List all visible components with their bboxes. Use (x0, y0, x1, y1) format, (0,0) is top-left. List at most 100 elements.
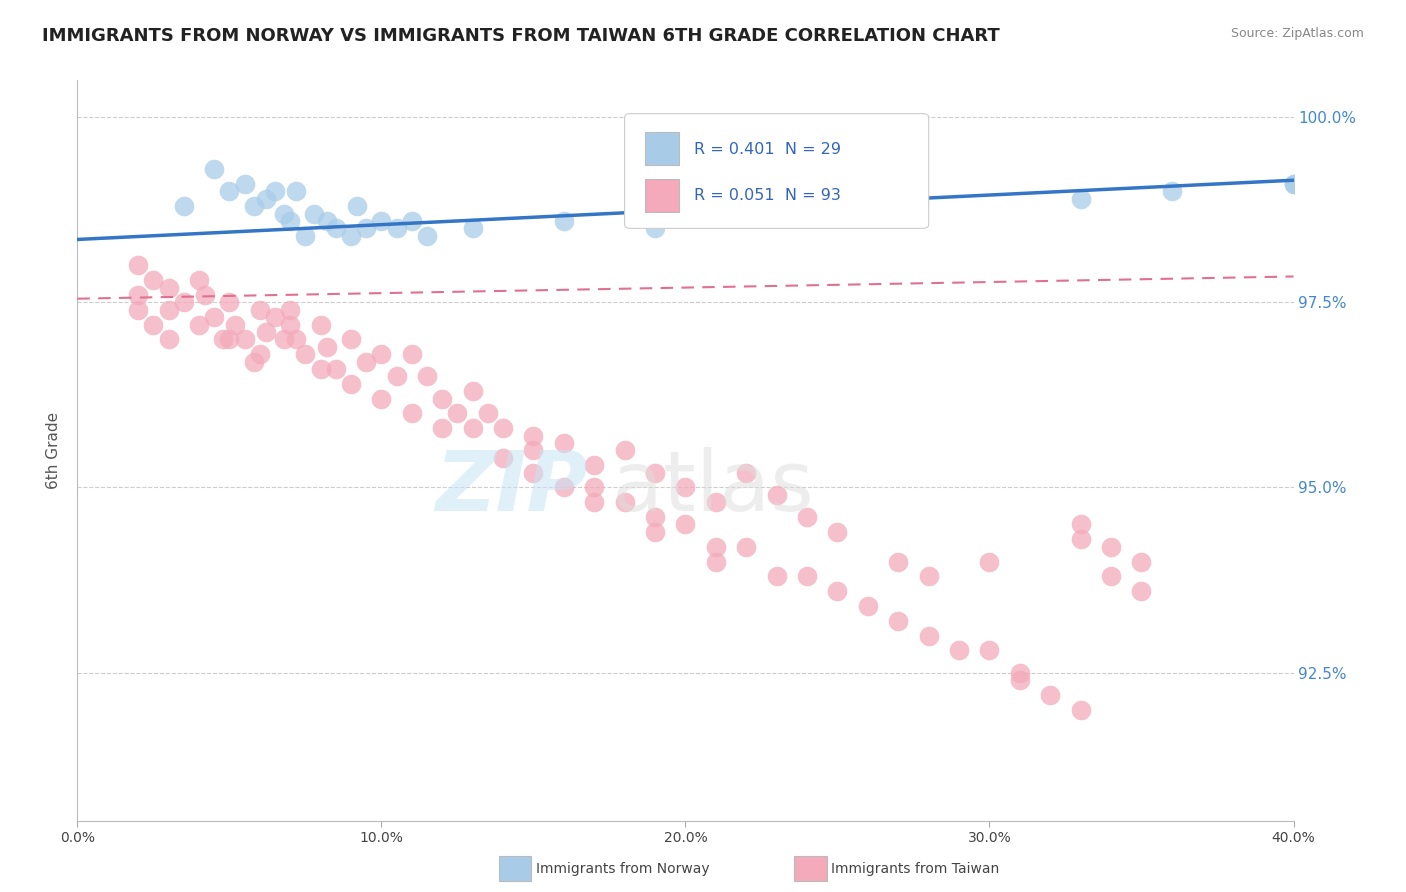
Point (218, 295, 240, 310)
Point (264, 184, 287, 198)
Point (264, 310, 287, 325)
Point (218, 332, 240, 346)
Point (233, 177, 256, 191)
Point (887, 614, 910, 628)
Point (553, 214, 575, 228)
Point (346, 199, 368, 213)
Point (294, 347, 316, 361)
Point (273, 206, 295, 220)
Point (340, 332, 363, 346)
Point (285, 332, 308, 346)
Point (765, 569, 787, 583)
Point (401, 407, 423, 421)
Point (583, 495, 606, 509)
Point (1039, 688, 1062, 702)
Point (430, 392, 453, 406)
Point (644, 221, 666, 235)
Point (827, 584, 849, 599)
Point (157, 280, 180, 294)
Point (1282, 177, 1305, 191)
Point (461, 384, 484, 399)
Point (202, 162, 225, 177)
Point (675, 517, 697, 532)
Point (273, 332, 295, 346)
Point (765, 488, 787, 502)
Point (675, 481, 697, 495)
Point (309, 318, 332, 332)
Bar (645, 132, 679, 165)
Point (212, 332, 235, 346)
Point (522, 466, 544, 480)
Point (1099, 569, 1122, 583)
Point (354, 354, 377, 368)
Point (218, 184, 240, 198)
Point (370, 214, 392, 228)
Point (522, 428, 544, 442)
Point (948, 643, 970, 657)
Point (401, 214, 423, 228)
Point (127, 302, 149, 317)
Point (1008, 665, 1031, 680)
Point (370, 347, 392, 361)
Point (354, 221, 377, 235)
Point (416, 228, 439, 243)
Point (188, 273, 211, 287)
Point (461, 421, 484, 435)
Point (254, 192, 277, 206)
Point (1070, 517, 1092, 532)
Point (285, 184, 308, 198)
Point (492, 450, 515, 465)
Point (173, 199, 195, 213)
Point (704, 495, 727, 509)
Point (1070, 703, 1092, 717)
Point (796, 569, 818, 583)
Point (613, 443, 636, 458)
Point (522, 443, 544, 458)
Text: R = 0.051  N = 93: R = 0.051 N = 93 (695, 188, 841, 203)
Point (887, 555, 910, 569)
Point (644, 466, 666, 480)
Point (278, 302, 301, 317)
Point (304, 206, 326, 220)
Point (735, 540, 758, 554)
Point (644, 510, 666, 524)
Point (735, 206, 758, 220)
Point (401, 347, 423, 361)
Y-axis label: 6th Grade: 6th Grade (46, 412, 62, 489)
Point (583, 481, 606, 495)
Point (142, 318, 165, 332)
Point (142, 273, 165, 287)
Text: IMMIGRANTS FROM NORWAY VS IMMIGRANTS FROM TAIWAN 6TH GRADE CORRELATION CHART: IMMIGRANTS FROM NORWAY VS IMMIGRANTS FRO… (42, 27, 1000, 45)
Point (430, 421, 453, 435)
Point (979, 643, 1001, 657)
Point (249, 347, 271, 361)
Point (1070, 192, 1092, 206)
Point (242, 199, 264, 213)
Point (446, 407, 468, 421)
Point (202, 310, 225, 325)
Point (340, 376, 363, 391)
Point (157, 332, 180, 346)
Text: Immigrants from Taiwan: Immigrants from Taiwan (831, 862, 1000, 876)
Point (340, 228, 363, 243)
Text: atlas: atlas (613, 447, 814, 528)
Point (278, 318, 301, 332)
Point (704, 540, 727, 554)
Point (1008, 673, 1031, 687)
Point (325, 362, 347, 376)
Point (188, 318, 211, 332)
Point (704, 555, 727, 569)
Bar (645, 178, 679, 212)
Point (796, 510, 818, 524)
Point (416, 369, 439, 384)
Point (583, 458, 606, 473)
Point (294, 228, 316, 243)
Text: Source: ZipAtlas.com: Source: ZipAtlas.com (1230, 27, 1364, 40)
Point (553, 481, 575, 495)
Text: Immigrants from Norway: Immigrants from Norway (536, 862, 709, 876)
Point (461, 221, 484, 235)
Point (644, 524, 666, 539)
Point (553, 436, 575, 450)
Point (157, 302, 180, 317)
Point (194, 288, 217, 302)
